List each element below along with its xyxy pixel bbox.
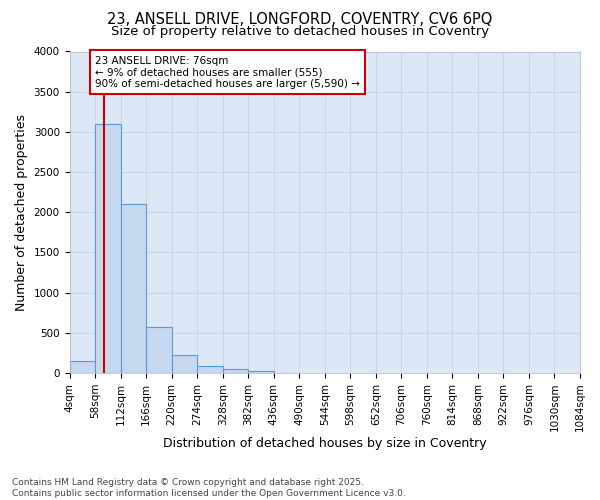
Text: 23 ANSELL DRIVE: 76sqm
← 9% of detached houses are smaller (555)
90% of semi-det: 23 ANSELL DRIVE: 76sqm ← 9% of detached … <box>95 56 360 88</box>
Text: 23, ANSELL DRIVE, LONGFORD, COVENTRY, CV6 6PQ: 23, ANSELL DRIVE, LONGFORD, COVENTRY, CV… <box>107 12 493 28</box>
Bar <box>121 204 146 373</box>
Bar <box>95 124 121 373</box>
Y-axis label: Number of detached properties: Number of detached properties <box>15 114 28 311</box>
Bar <box>172 356 197 373</box>
Bar <box>248 372 274 373</box>
Bar <box>70 361 95 373</box>
Bar <box>197 366 223 373</box>
Bar <box>146 328 172 373</box>
Text: Contains HM Land Registry data © Crown copyright and database right 2025.
Contai: Contains HM Land Registry data © Crown c… <box>12 478 406 498</box>
X-axis label: Distribution of detached houses by size in Coventry: Distribution of detached houses by size … <box>163 437 487 450</box>
Bar <box>223 369 248 373</box>
Text: Size of property relative to detached houses in Coventry: Size of property relative to detached ho… <box>111 25 489 38</box>
